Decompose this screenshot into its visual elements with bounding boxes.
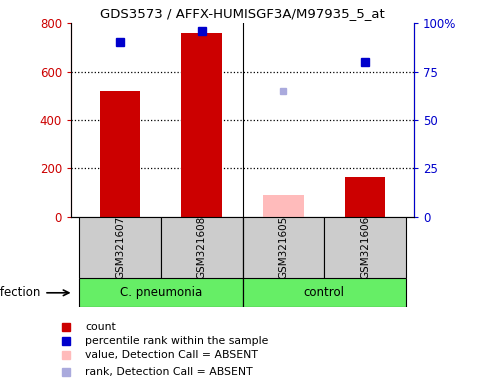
Bar [181, 33, 222, 217]
Text: GSM321608: GSM321608 [196, 216, 207, 279]
Bar [243, 278, 406, 307]
Title: GDS3573 / AFFX-HUMISGF3A/M97935_5_at: GDS3573 / AFFX-HUMISGF3A/M97935_5_at [100, 7, 385, 20]
Bar [243, 217, 324, 278]
Bar [79, 278, 243, 307]
Text: count: count [85, 322, 116, 332]
Text: GSM321605: GSM321605 [278, 216, 289, 279]
Bar [99, 91, 141, 217]
Bar [324, 217, 406, 278]
Text: infection: infection [0, 286, 42, 299]
Text: C. pneumonia: C. pneumonia [120, 286, 202, 299]
Bar [161, 217, 243, 278]
Bar [263, 195, 304, 217]
Text: value, Detection Call = ABSENT: value, Detection Call = ABSENT [85, 350, 258, 360]
Text: control: control [304, 286, 345, 299]
Bar [79, 217, 161, 278]
Text: rank, Detection Call = ABSENT: rank, Detection Call = ABSENT [85, 367, 252, 377]
Text: percentile rank within the sample: percentile rank within the sample [85, 336, 269, 346]
Text: GSM321606: GSM321606 [360, 216, 370, 279]
Text: GSM321607: GSM321607 [115, 216, 125, 279]
Bar [344, 177, 386, 217]
